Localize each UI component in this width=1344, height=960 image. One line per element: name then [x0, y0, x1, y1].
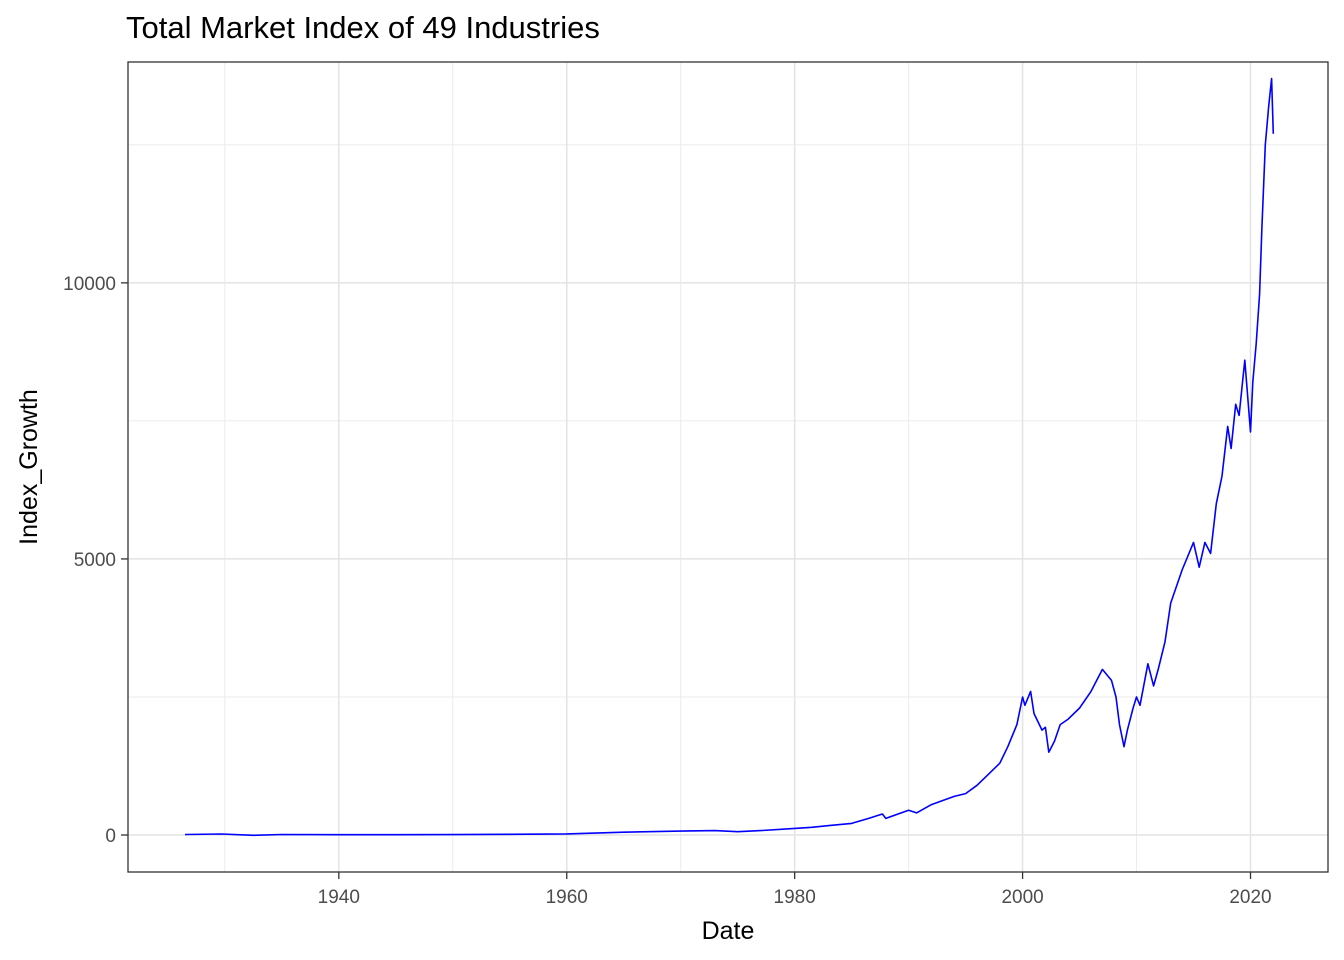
- x-tick-label: 2020: [1229, 887, 1271, 908]
- y-tick-label: 0: [105, 826, 116, 847]
- x-axis-title: Date: [702, 917, 755, 945]
- series-line: [184, 77, 1275, 837]
- y-tick-label: 10000: [63, 274, 116, 295]
- x-tick-label: 1980: [774, 887, 816, 908]
- x-axis-ticks: 1940 1960 1980 2000 2020: [318, 872, 1272, 908]
- minor-grid: [128, 62, 1328, 872]
- plot-panel-background: [128, 62, 1328, 872]
- plot-panel-border: [127, 61, 1329, 873]
- x-tick-label: 1960: [546, 887, 588, 908]
- y-tick-label: 5000: [74, 550, 116, 571]
- y-axis-ticks: 0 5000 10000: [63, 274, 128, 847]
- y-axis-title: Index_Growth: [15, 389, 43, 545]
- x-tick-label: 1940: [318, 887, 360, 908]
- chart-title: Total Market Index of 49 Industries: [126, 10, 600, 45]
- major-grid: [128, 62, 1328, 872]
- x-tick-label: 2000: [1001, 887, 1043, 908]
